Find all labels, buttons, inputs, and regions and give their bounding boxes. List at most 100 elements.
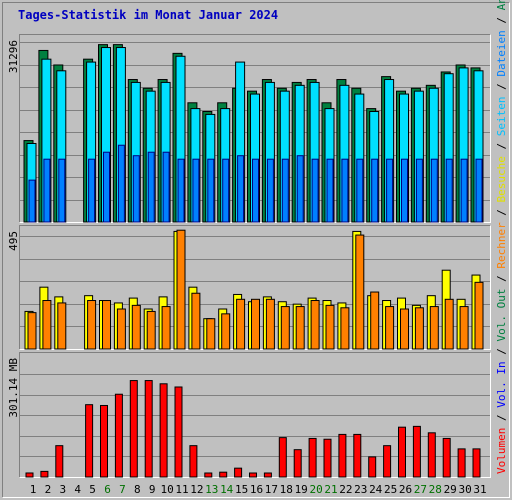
bar-volumen-1 bbox=[25, 472, 34, 478]
x-tick-label-15: 15 bbox=[235, 483, 248, 496]
bar-rechner-20 bbox=[310, 300, 320, 350]
bar-seiten-2 bbox=[43, 158, 51, 223]
bar-rechner-16 bbox=[251, 298, 260, 350]
bar-volumen-22 bbox=[338, 433, 347, 478]
bar-rechner-30 bbox=[459, 306, 469, 350]
x-tick-label-10: 10 bbox=[160, 483, 173, 496]
bar-volumen-15 bbox=[234, 467, 243, 478]
bar-rechner-25 bbox=[385, 306, 395, 350]
x-tick-label-4: 4 bbox=[74, 483, 81, 496]
outer-frame bbox=[3, 3, 510, 498]
x-tick-label-26: 26 bbox=[399, 483, 412, 496]
legend-segment-1: / bbox=[495, 10, 508, 30]
x-tick-label-2: 2 bbox=[45, 483, 52, 496]
bar-seiten-28 bbox=[430, 158, 438, 223]
bar-volumen-20 bbox=[308, 437, 317, 478]
bar-volumen-10 bbox=[159, 383, 168, 478]
x-tick-label-23: 23 bbox=[354, 483, 367, 496]
legend-segment-10: Vol. Out bbox=[495, 289, 508, 342]
x-tick-label-28: 28 bbox=[429, 483, 442, 496]
bar-rechner-18 bbox=[280, 306, 290, 350]
y-axis-max-label-1: 495 bbox=[7, 231, 20, 251]
legend-segment-12: Vol. In bbox=[495, 361, 508, 407]
bar-volumen-28 bbox=[427, 432, 436, 478]
bar-seiten-29 bbox=[445, 158, 453, 223]
bar-volumen-9 bbox=[144, 380, 153, 478]
x-tick-label-17: 17 bbox=[265, 483, 278, 496]
bar-volumen-23 bbox=[353, 433, 362, 478]
bar-volumen-12 bbox=[189, 445, 198, 478]
bar-volumen-18 bbox=[278, 437, 287, 478]
x-tick-label-14: 14 bbox=[220, 483, 234, 496]
bar-rechner-19 bbox=[295, 306, 305, 350]
bar-seiten-22 bbox=[341, 158, 349, 223]
legend-segment-4: Seiten bbox=[495, 96, 508, 136]
bar-seiten-26 bbox=[401, 158, 408, 223]
legend-segment-14: Volumen bbox=[495, 428, 508, 474]
bar-rechner-1 bbox=[27, 312, 37, 350]
bar-rechner-17 bbox=[265, 298, 275, 350]
bar-volumen-6 bbox=[100, 404, 108, 478]
x-tick-label-16: 16 bbox=[250, 483, 263, 496]
bar-volumen-24 bbox=[368, 456, 377, 478]
bar-rechner-12 bbox=[191, 292, 201, 350]
x-tick-label-19: 19 bbox=[295, 483, 308, 496]
y-axis-max-label-2: 301.14 MB bbox=[7, 358, 20, 418]
bar-rechner-27 bbox=[414, 307, 424, 350]
x-tick-label-27: 27 bbox=[414, 483, 427, 496]
x-tick-label-24: 24 bbox=[369, 483, 383, 496]
x-tick-label-30: 30 bbox=[458, 483, 471, 496]
bar-seiten-27 bbox=[415, 158, 423, 223]
x-tick-label-25: 25 bbox=[384, 483, 397, 496]
x-tick-label-1: 1 bbox=[30, 483, 37, 496]
bar-seiten-1 bbox=[28, 179, 36, 223]
bar-volumen-25 bbox=[383, 445, 392, 478]
x-tick-label-31: 31 bbox=[473, 483, 486, 496]
bar-seiten-6 bbox=[103, 151, 110, 223]
x-tick-label-9: 9 bbox=[149, 483, 156, 496]
legend-segment-13: / bbox=[495, 408, 508, 428]
legend-segment-8: Rechner bbox=[495, 222, 508, 269]
bar-seiten-19 bbox=[296, 155, 304, 223]
x-tick-label-7: 7 bbox=[119, 483, 126, 496]
bar-volumen-8 bbox=[129, 380, 138, 478]
x-tick-label-21: 21 bbox=[324, 483, 337, 496]
panel-frame-2-bevel-dark bbox=[19, 352, 491, 478]
bar-rechner-5 bbox=[87, 300, 97, 350]
x-tick-label-11: 11 bbox=[175, 483, 188, 496]
bar-seiten-10 bbox=[162, 151, 170, 223]
bar-volumen-2 bbox=[40, 470, 49, 478]
bar-rechner-11 bbox=[176, 229, 186, 350]
bar-volumen-7 bbox=[114, 393, 123, 478]
bar-rechner-3 bbox=[57, 302, 67, 350]
bar-seiten-14 bbox=[222, 158, 230, 223]
bar-rechner-14 bbox=[221, 313, 231, 350]
x-tick-label-20: 20 bbox=[309, 483, 322, 496]
bar-rechner-31 bbox=[474, 281, 484, 350]
bar-seiten-25 bbox=[386, 158, 394, 223]
x-tick-label-3: 3 bbox=[59, 483, 66, 496]
bar-seiten-18 bbox=[281, 158, 289, 223]
bar-volumen-5 bbox=[85, 404, 94, 478]
bar-rechner-21 bbox=[325, 304, 335, 350]
bar-seiten-16 bbox=[252, 158, 259, 223]
legend-segment-3: / bbox=[495, 77, 508, 97]
x-tick-label-12: 12 bbox=[190, 483, 203, 496]
bar-seiten-20 bbox=[311, 158, 319, 223]
x-tick-label-8: 8 bbox=[134, 483, 141, 496]
panel-frame-0-bevel-dark bbox=[19, 34, 491, 223]
bar-rechner-9 bbox=[146, 310, 156, 350]
bar-seiten-9 bbox=[147, 151, 155, 223]
bar-rechner-10 bbox=[161, 306, 171, 350]
bar-seiten-3 bbox=[58, 158, 66, 223]
bar-rechner-23 bbox=[355, 234, 365, 350]
bar-rechner-6 bbox=[102, 300, 111, 350]
bar-seiten-24 bbox=[371, 158, 379, 223]
bar-volumen-14 bbox=[219, 471, 228, 478]
legend-segment-9: / bbox=[495, 269, 508, 289]
bar-volumen-3 bbox=[55, 445, 64, 478]
bar-volumen-19 bbox=[293, 449, 302, 478]
bar-seiten-15 bbox=[237, 155, 245, 223]
